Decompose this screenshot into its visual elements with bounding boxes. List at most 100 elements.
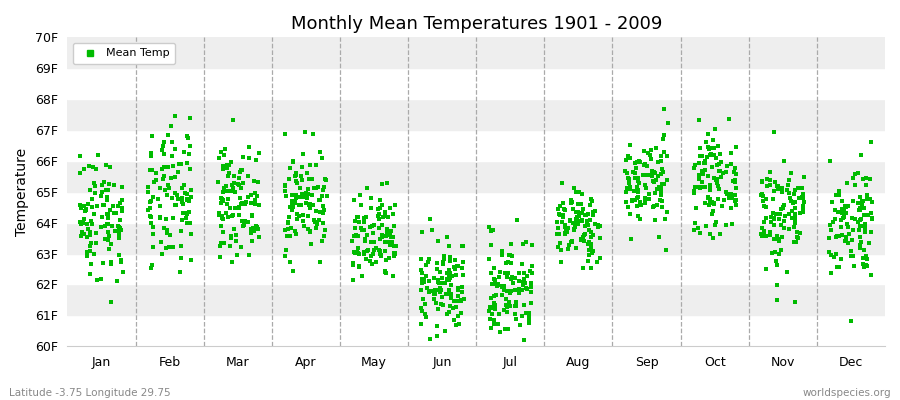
Point — [441, 291, 455, 297]
Point — [487, 293, 501, 299]
Point — [309, 162, 323, 168]
Point — [630, 184, 644, 190]
Point — [316, 187, 330, 194]
Point — [573, 201, 588, 207]
Point — [183, 114, 197, 121]
Point — [433, 285, 447, 291]
Point — [580, 218, 594, 224]
Point — [482, 308, 496, 314]
Point — [770, 262, 785, 268]
Point — [511, 290, 526, 296]
Point — [793, 210, 807, 217]
Point — [176, 199, 190, 206]
Point — [180, 160, 194, 166]
Point — [373, 236, 387, 242]
Point — [824, 252, 838, 258]
Point — [212, 155, 226, 162]
Point — [353, 192, 367, 198]
Point — [518, 280, 532, 286]
Point — [557, 207, 572, 214]
Point — [854, 239, 868, 245]
Point — [414, 270, 428, 276]
Point — [236, 154, 250, 160]
Point — [832, 233, 846, 239]
Point — [729, 185, 743, 192]
Point — [358, 236, 373, 242]
Point — [706, 137, 720, 143]
Point — [566, 227, 580, 233]
Point — [702, 182, 716, 188]
Point — [168, 202, 183, 208]
Point — [582, 227, 597, 234]
Point — [166, 215, 181, 222]
Point — [525, 242, 539, 248]
Point — [418, 276, 432, 282]
Point — [482, 316, 497, 322]
Point — [303, 202, 318, 208]
Point — [586, 248, 600, 254]
Point — [703, 195, 717, 202]
Bar — [68, 284, 885, 315]
Point — [214, 196, 229, 202]
Point — [357, 250, 372, 257]
Point — [691, 225, 706, 231]
Point — [630, 159, 644, 165]
Point — [158, 216, 173, 222]
Point — [638, 161, 652, 167]
Point — [503, 290, 517, 297]
Point — [451, 293, 465, 299]
Point — [771, 186, 786, 192]
Point — [94, 182, 109, 188]
Point — [168, 174, 183, 180]
Point — [692, 145, 706, 152]
Point — [346, 237, 360, 244]
Point — [499, 296, 513, 302]
Point — [423, 336, 437, 342]
Point — [146, 244, 160, 250]
Point — [286, 204, 301, 210]
Point — [114, 208, 129, 214]
Point — [434, 301, 448, 307]
Point — [516, 240, 530, 247]
Point — [355, 227, 369, 233]
Point — [584, 196, 598, 202]
Point — [183, 166, 197, 172]
Point — [430, 277, 445, 283]
Point — [626, 196, 640, 203]
Point — [184, 186, 198, 193]
Point — [217, 185, 231, 191]
Point — [317, 184, 331, 190]
Point — [853, 207, 868, 213]
Point — [661, 208, 675, 215]
Point — [638, 182, 652, 188]
Point — [651, 172, 665, 179]
Point — [703, 186, 717, 193]
Point — [225, 213, 239, 220]
Point — [657, 149, 671, 155]
Point — [88, 230, 103, 236]
Point — [763, 229, 778, 236]
Point — [115, 269, 130, 276]
Point — [105, 203, 120, 210]
Point — [429, 300, 444, 307]
Point — [628, 170, 643, 176]
Point — [710, 180, 724, 186]
Point — [509, 303, 524, 309]
Point — [573, 217, 588, 224]
Point — [176, 210, 190, 216]
Point — [289, 170, 303, 176]
Point — [415, 308, 429, 315]
Point — [556, 200, 571, 206]
Point — [351, 233, 365, 240]
Point — [84, 218, 98, 224]
Point — [252, 202, 266, 208]
Point — [578, 223, 592, 229]
Point — [580, 222, 595, 228]
Point — [576, 265, 590, 272]
Point — [551, 243, 565, 250]
Point — [356, 249, 371, 255]
Point — [101, 229, 115, 235]
Point — [174, 161, 188, 167]
Point — [509, 217, 524, 223]
Point — [171, 195, 185, 202]
